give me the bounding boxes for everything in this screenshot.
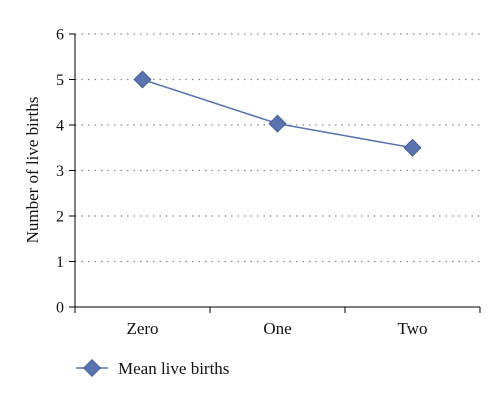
y-tick-label-1: 1 [56, 254, 64, 271]
y-tick-label-4: 4 [56, 118, 64, 135]
legend: Mean live births [76, 358, 229, 378]
series-layer [133, 70, 422, 157]
y-axis-title: Number of live births [23, 97, 42, 244]
y-tick-label-3: 3 [56, 163, 64, 180]
data-point-two [403, 138, 422, 157]
data-point-one [268, 114, 287, 133]
data-point-zero [133, 70, 152, 89]
y-tick-label-2: 2 [56, 209, 64, 226]
x-axis: Zero One Two [74, 306, 481, 338]
legend-label: Mean live births [118, 359, 229, 378]
x-tick-label-zero: Zero [126, 319, 158, 338]
x-tick-label-two: Two [398, 319, 428, 338]
y-axis: 0 1 2 3 4 5 6 [56, 27, 76, 317]
y-tick-label-0: 0 [56, 300, 64, 317]
legend-marker [82, 358, 102, 378]
series-line [142, 78, 413, 149]
y-tick-label-6: 6 [56, 27, 64, 44]
y-tick-label-5: 5 [56, 72, 64, 89]
x-tick-label-one: One [263, 319, 291, 338]
